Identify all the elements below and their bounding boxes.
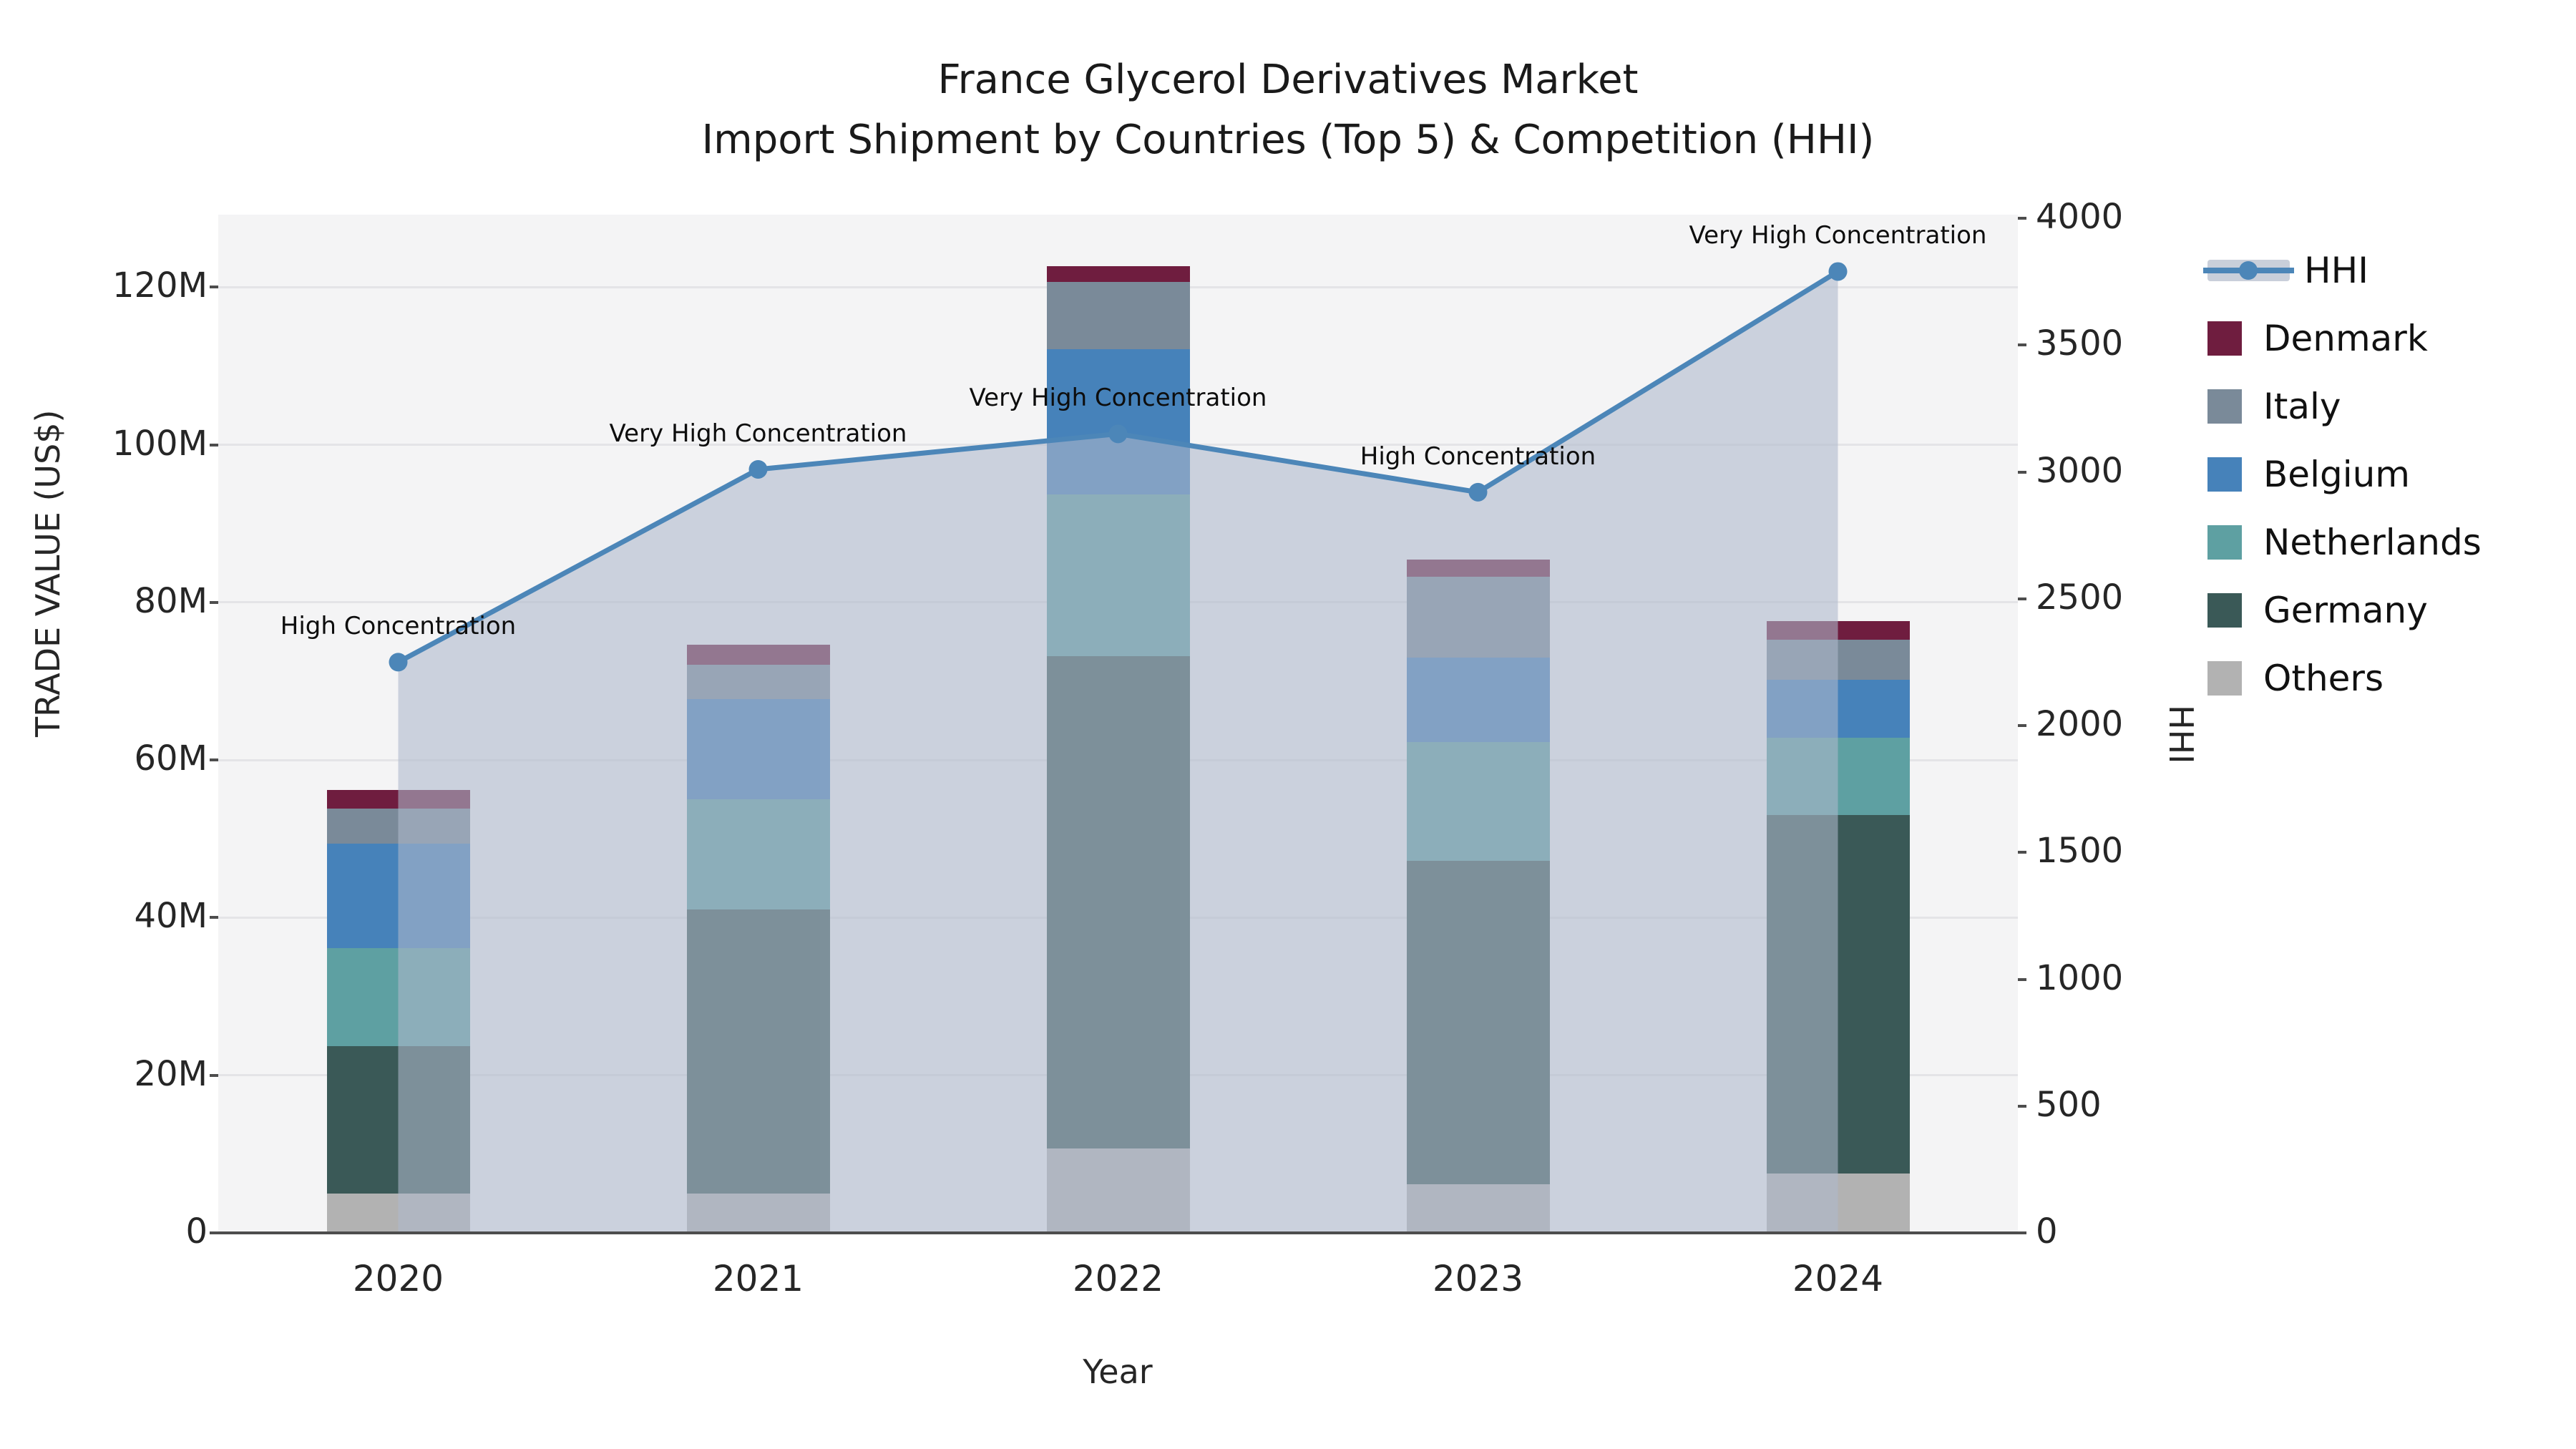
x-axis-line [218,1231,2018,1234]
annotation-2020: High Concentration [280,612,517,641]
hhi-marker-2024 [1828,262,1848,281]
x-tick-2020: 2020 [352,1258,444,1299]
legend-label-netherlands: Netherlands [2263,521,2482,563]
y-right-tick-1000: 1000 [2036,957,2124,998]
legend-label-others: Others [2263,657,2384,699]
y-right-tickmark [2018,724,2026,727]
legend-swatch-belgium [2207,457,2242,492]
hhi-legend-dot [2239,260,2258,280]
legend-label-denmark: Denmark [2263,317,2428,359]
legend-swatch-netherlands [2207,525,2242,560]
y-right-tickmark [2018,343,2026,347]
y-right-tick-3500: 3500 [2036,323,2124,364]
y-right-tick-500: 500 [2036,1084,2102,1125]
legend-item-belgium: Belgium [2207,440,2482,508]
y-left-tick-60M: 60M [134,738,208,779]
y-left-tickmark [210,758,218,762]
y-right-tick-0: 0 [2036,1211,2058,1252]
legend-item-netherlands: Netherlands [2207,508,2482,576]
hhi-marker-2023 [1468,482,1488,502]
y-right-tickmark [2018,470,2026,474]
annotation-2021: Very High Concentration [609,419,907,448]
hhi-area-fill [398,271,1838,1233]
hhi-marker-2021 [748,459,768,479]
legend: HHI Denmark Italy Belgium Netherlands Germany… [2203,236,2482,712]
annotation-2024: Very High Concentration [1689,221,1987,250]
hhi-line-layer [389,262,1848,1233]
x-tick-2022: 2022 [1072,1258,1164,1299]
x-tick-2024: 2024 [1792,1258,1884,1299]
y-right-tickmark [2018,851,2026,854]
x-tick-2023: 2023 [1432,1258,1524,1299]
y-left-tick-40M: 40M [134,896,208,937]
plot-area: High Concentration Very High Concentratio… [218,215,2018,1234]
y-left-tickmark [210,1073,218,1077]
legend-item-others: Others [2207,644,2482,712]
legend-item-denmark: Denmark [2207,304,2482,372]
y-left-tick-80M: 80M [134,580,208,621]
bar-segment-2022-italy [1046,281,1190,350]
legend-swatch-denmark [2207,321,2242,356]
y-right-tick-3000: 3000 [2036,450,2124,491]
y-axis-right-title: HHI [2162,705,2200,764]
x-tick-2021: 2021 [712,1258,804,1299]
y-left-tick-100M: 100M [112,423,208,464]
legend-label-italy: Italy [2263,385,2341,427]
legend-label-germany: Germany [2263,589,2428,631]
x-axis-title: Year [1083,1352,1153,1391]
y-left-tickmark [210,916,218,919]
annotation-2023: High Concentration [1360,441,1596,471]
bar-segment-2022-denmark [1046,265,1190,282]
y-right-tick-2500: 2500 [2036,577,2124,618]
y-right-tickmark [2018,1104,2026,1108]
legend-item-italy: Italy [2207,372,2482,440]
annotation-2022: Very High Concentration [969,384,1267,413]
legend-label-hhi: HHI [2304,249,2368,291]
y-left-tick-120M: 120M [112,265,208,306]
y-right-tick-1500: 1500 [2036,831,2124,872]
y-left-tick-20M: 20M [134,1053,208,1094]
y-left-tickmark [210,1231,218,1234]
y-left-tickmark [210,443,218,447]
hhi-legend-marker-icon [2203,259,2294,281]
y-left-tick-0: 0 [185,1211,208,1252]
y-right-tickmark [2018,217,2026,220]
y-right-tick-4000: 4000 [2036,197,2124,237]
chart-title-line2: Import Shipment by Countries (Top 5) & C… [701,117,1875,163]
legend-item-germany: Germany [2207,576,2482,644]
legend-swatch-germany [2207,592,2242,628]
y-right-tickmark [2018,977,2026,981]
hhi-marker-2022 [1108,424,1128,444]
y-right-tick-2000: 2000 [2036,704,2124,744]
y-left-tickmark [210,286,218,289]
hhi-marker-2020 [389,653,408,672]
y-right-tickmark [2018,1231,2026,1234]
y-left-tickmark [210,600,218,604]
legend-swatch-italy [2207,389,2242,424]
chart-title-line1: France Glycerol Derivatives Market [937,57,1639,103]
legend-swatch-others [2207,660,2242,696]
y-axis-left-title: TRADE VALUE (US$) [29,409,67,737]
y-right-tickmark [2018,597,2026,600]
legend-label-belgium: Belgium [2263,453,2410,495]
legend-item-hhi: HHI [2203,236,2482,304]
